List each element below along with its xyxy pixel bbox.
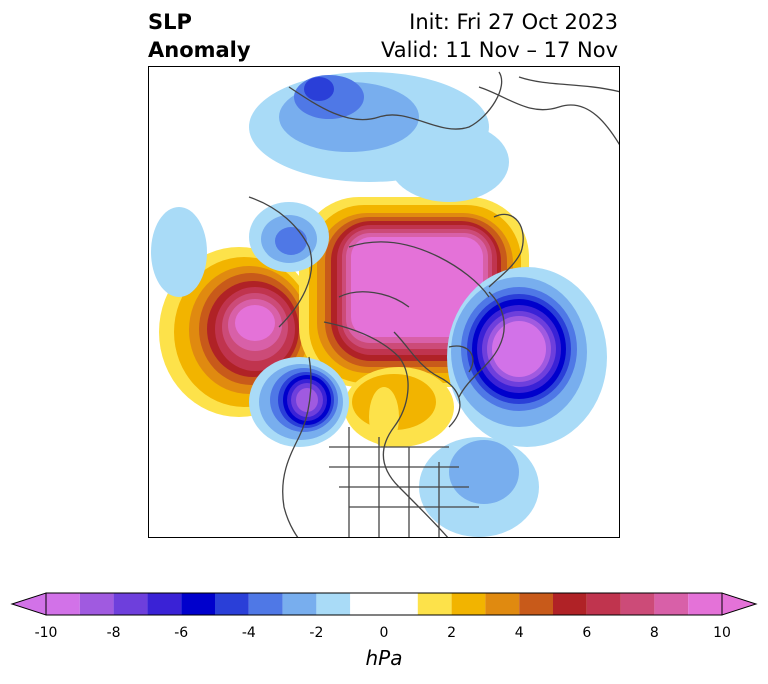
title-line-1: SLP [148, 10, 192, 34]
colorbar-level-11 [451, 593, 486, 615]
negative-anomaly-western-north-america [249, 357, 349, 447]
colorbar-level-1 [79, 593, 114, 615]
colorbar-tick-label: -10 [34, 625, 58, 641]
colorbar-level-0 [46, 593, 80, 615]
colorbar-level-17 [654, 593, 689, 615]
map-title: SLP Anomaly [148, 8, 251, 64]
forecast-dates: Init: Fri 27 Oct 2023 Valid: 11 Nov – 17… [381, 8, 618, 64]
colorbar-under-arrow [10, 592, 47, 616]
colorbar-level-16 [620, 593, 655, 615]
colorbar-level-9 [350, 593, 418, 615]
colorbar-level-12 [485, 593, 520, 615]
colorbar-tick-label: -4 [241, 625, 256, 641]
anomaly-map [151, 71, 619, 537]
colorbar-level-10 [417, 593, 452, 615]
colorbar-level-8 [316, 593, 351, 615]
colorbar-level-14 [553, 593, 587, 615]
colorbar-tick-label: 4 [514, 625, 524, 641]
valid-range: Valid: 11 Nov – 17 Nov [381, 38, 618, 62]
coastlines [248, 71, 619, 537]
title-line-2: Anomaly [148, 38, 251, 62]
colorbar-tick-label: -8 [106, 625, 121, 641]
positive-anomaly-eastern-canada [344, 367, 454, 447]
colorbar-unit-label: hPa [365, 646, 403, 670]
colorbar-level-5 [215, 593, 249, 615]
colorbar-border [45, 592, 723, 616]
colorbar-level-13 [519, 593, 553, 615]
init-date: Init: Fri 27 Oct 2023 [409, 10, 618, 34]
colorbar-level-2 [113, 593, 148, 615]
map-panel [148, 66, 620, 538]
colorbar-tick-label: 8 [649, 625, 659, 641]
colorbar-level-6 [248, 593, 283, 615]
colorbar-tick-label: -2 [309, 625, 324, 641]
colorbar-tick-label: 0 [379, 625, 389, 641]
colorbar-tick-label: 2 [447, 625, 457, 641]
colorbar-level-15 [586, 593, 621, 615]
colorbar-level-18 [688, 593, 722, 615]
colorbar-over-arrow [721, 592, 758, 616]
colorbar [10, 592, 758, 616]
colorbar-tick-label: 10 [713, 625, 731, 641]
negative-anomaly-north-atlantic [419, 267, 607, 537]
colorbar-tick-label: -6 [174, 625, 189, 641]
colorbar-tick-label: 6 [582, 625, 592, 641]
colorbar-level-4 [181, 593, 215, 615]
colorbar-level-7 [282, 593, 317, 615]
positive-anomaly-gulf-of-alaska [159, 247, 319, 417]
colorbar-level-3 [147, 593, 182, 615]
